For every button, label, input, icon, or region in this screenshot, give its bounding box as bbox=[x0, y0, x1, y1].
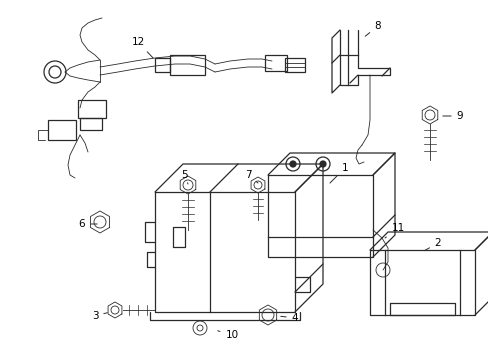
Text: 9: 9 bbox=[442, 111, 462, 121]
Text: 10: 10 bbox=[217, 330, 238, 340]
Text: 7: 7 bbox=[244, 170, 258, 183]
Text: 12: 12 bbox=[131, 37, 153, 58]
Bar bbox=[78, 100, 106, 118]
Bar bbox=[170, 55, 204, 75]
Text: 8: 8 bbox=[365, 21, 381, 36]
Text: 4: 4 bbox=[280, 313, 298, 323]
Circle shape bbox=[319, 161, 325, 167]
Text: 1: 1 bbox=[329, 163, 347, 183]
Bar bbox=[48, 120, 76, 140]
Bar bbox=[285, 58, 305, 72]
Bar bbox=[80, 118, 102, 130]
Text: 2: 2 bbox=[424, 238, 440, 251]
Text: 5: 5 bbox=[182, 170, 188, 184]
Text: 11: 11 bbox=[384, 223, 404, 238]
Text: 6: 6 bbox=[79, 219, 97, 229]
Circle shape bbox=[289, 161, 295, 167]
Bar bbox=[264, 55, 286, 71]
Bar bbox=[155, 58, 170, 72]
Text: 3: 3 bbox=[92, 311, 107, 321]
